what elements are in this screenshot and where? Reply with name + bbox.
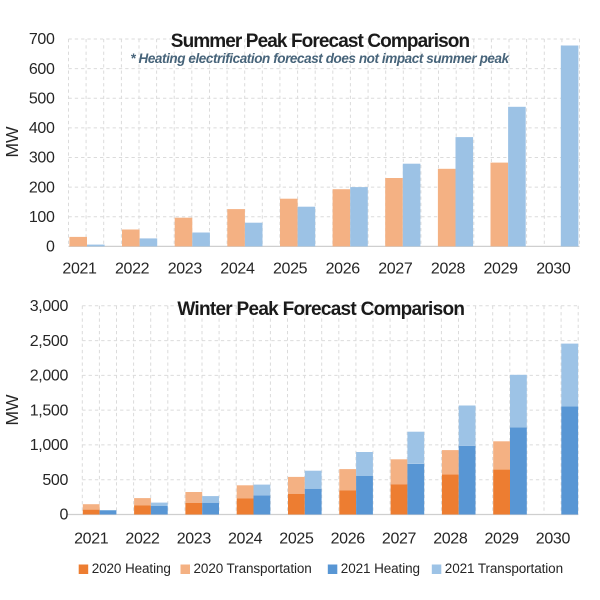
- svg-text:2021 Transportation: 2021 Transportation: [445, 561, 563, 576]
- svg-text:MW: MW: [2, 394, 22, 426]
- svg-text:MW: MW: [2, 126, 22, 158]
- svg-text:3,000: 3,000: [30, 298, 69, 315]
- svg-text:2025: 2025: [279, 530, 314, 547]
- svg-text:200: 200: [29, 179, 55, 196]
- svg-text:Winter Peak Forecast Compariso: Winter Peak Forecast Comparison: [177, 299, 464, 320]
- svg-text:2027: 2027: [378, 261, 413, 278]
- svg-text:2020 Transportation: 2020 Transportation: [194, 561, 312, 576]
- svg-text:700: 700: [29, 31, 55, 48]
- svg-text:2026: 2026: [331, 530, 366, 547]
- svg-text:2029: 2029: [483, 261, 518, 278]
- svg-text:1,000: 1,000: [30, 437, 69, 454]
- svg-text:2025: 2025: [273, 261, 308, 278]
- svg-text:500: 500: [29, 91, 55, 108]
- svg-text:400: 400: [29, 120, 55, 137]
- svg-text:2027: 2027: [382, 530, 417, 547]
- svg-text:* Heating electrification fore: * Heating electrification forecast does …: [130, 51, 510, 66]
- svg-text:2028: 2028: [431, 261, 466, 278]
- svg-text:2021: 2021: [62, 261, 97, 278]
- svg-text:2021: 2021: [74, 530, 109, 547]
- svg-text:0: 0: [59, 507, 68, 524]
- svg-text:2,000: 2,000: [30, 368, 69, 385]
- svg-text:2030: 2030: [536, 261, 571, 278]
- svg-text:1,500: 1,500: [30, 402, 69, 419]
- svg-text:2022: 2022: [115, 261, 150, 278]
- svg-text:2022: 2022: [125, 530, 160, 547]
- svg-text:2023: 2023: [168, 261, 203, 278]
- svg-text:2,500: 2,500: [30, 333, 69, 350]
- svg-text:2021 Heating: 2021 Heating: [341, 561, 420, 576]
- svg-text:2030: 2030: [536, 530, 571, 547]
- svg-text:2026: 2026: [326, 261, 361, 278]
- svg-text:0: 0: [46, 239, 55, 256]
- svg-text:2020 Heating: 2020 Heating: [92, 561, 171, 576]
- svg-text:300: 300: [29, 150, 55, 167]
- svg-text:2023: 2023: [177, 530, 212, 547]
- svg-text:2024: 2024: [228, 530, 263, 547]
- svg-text:Summer Peak Forecast Compariso: Summer Peak Forecast Comparison: [171, 31, 470, 52]
- svg-text:2029: 2029: [484, 530, 519, 547]
- svg-text:100: 100: [29, 209, 55, 226]
- svg-text:600: 600: [29, 61, 55, 78]
- svg-text:2028: 2028: [433, 530, 468, 547]
- svg-text:2024: 2024: [220, 261, 255, 278]
- svg-text:500: 500: [42, 472, 68, 489]
